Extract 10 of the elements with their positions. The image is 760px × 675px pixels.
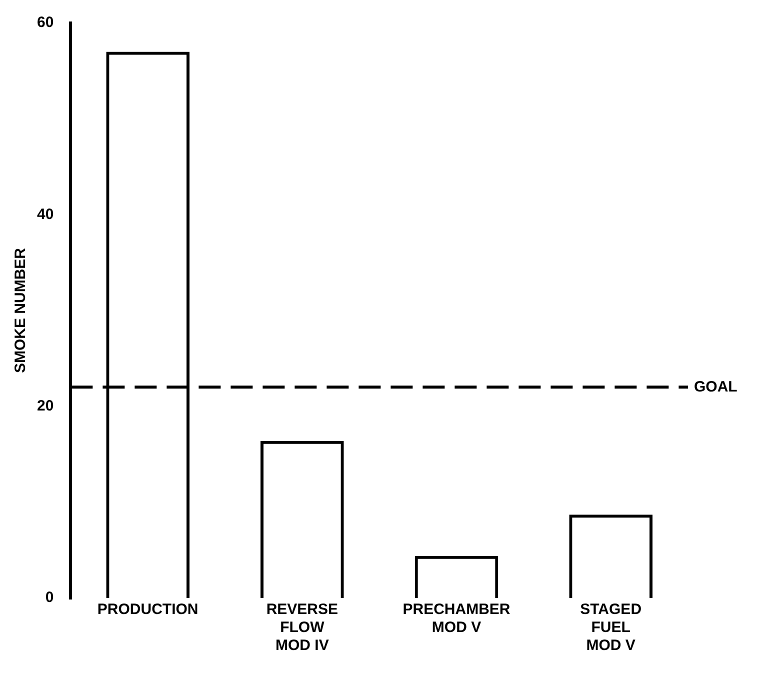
x-tick-label: PRODUCTION — [97, 601, 198, 618]
x-tick-label: STAGED FUEL MOD V — [580, 601, 642, 654]
y-tick-label: 20 — [36, 397, 54, 414]
y-tick-label: 0 — [45, 589, 54, 606]
y-tick-label: 60 — [36, 14, 54, 32]
x-tick-label: REVERSE FLOW MOD IV — [266, 601, 338, 654]
y-axis-title: SMOKE NUMBER — [12, 248, 30, 374]
ref-line-label: GOAL — [694, 378, 738, 396]
x-tick-label: PRECHAMBER MOD V — [402, 601, 510, 636]
y-tick-label: 40 — [36, 206, 54, 223]
